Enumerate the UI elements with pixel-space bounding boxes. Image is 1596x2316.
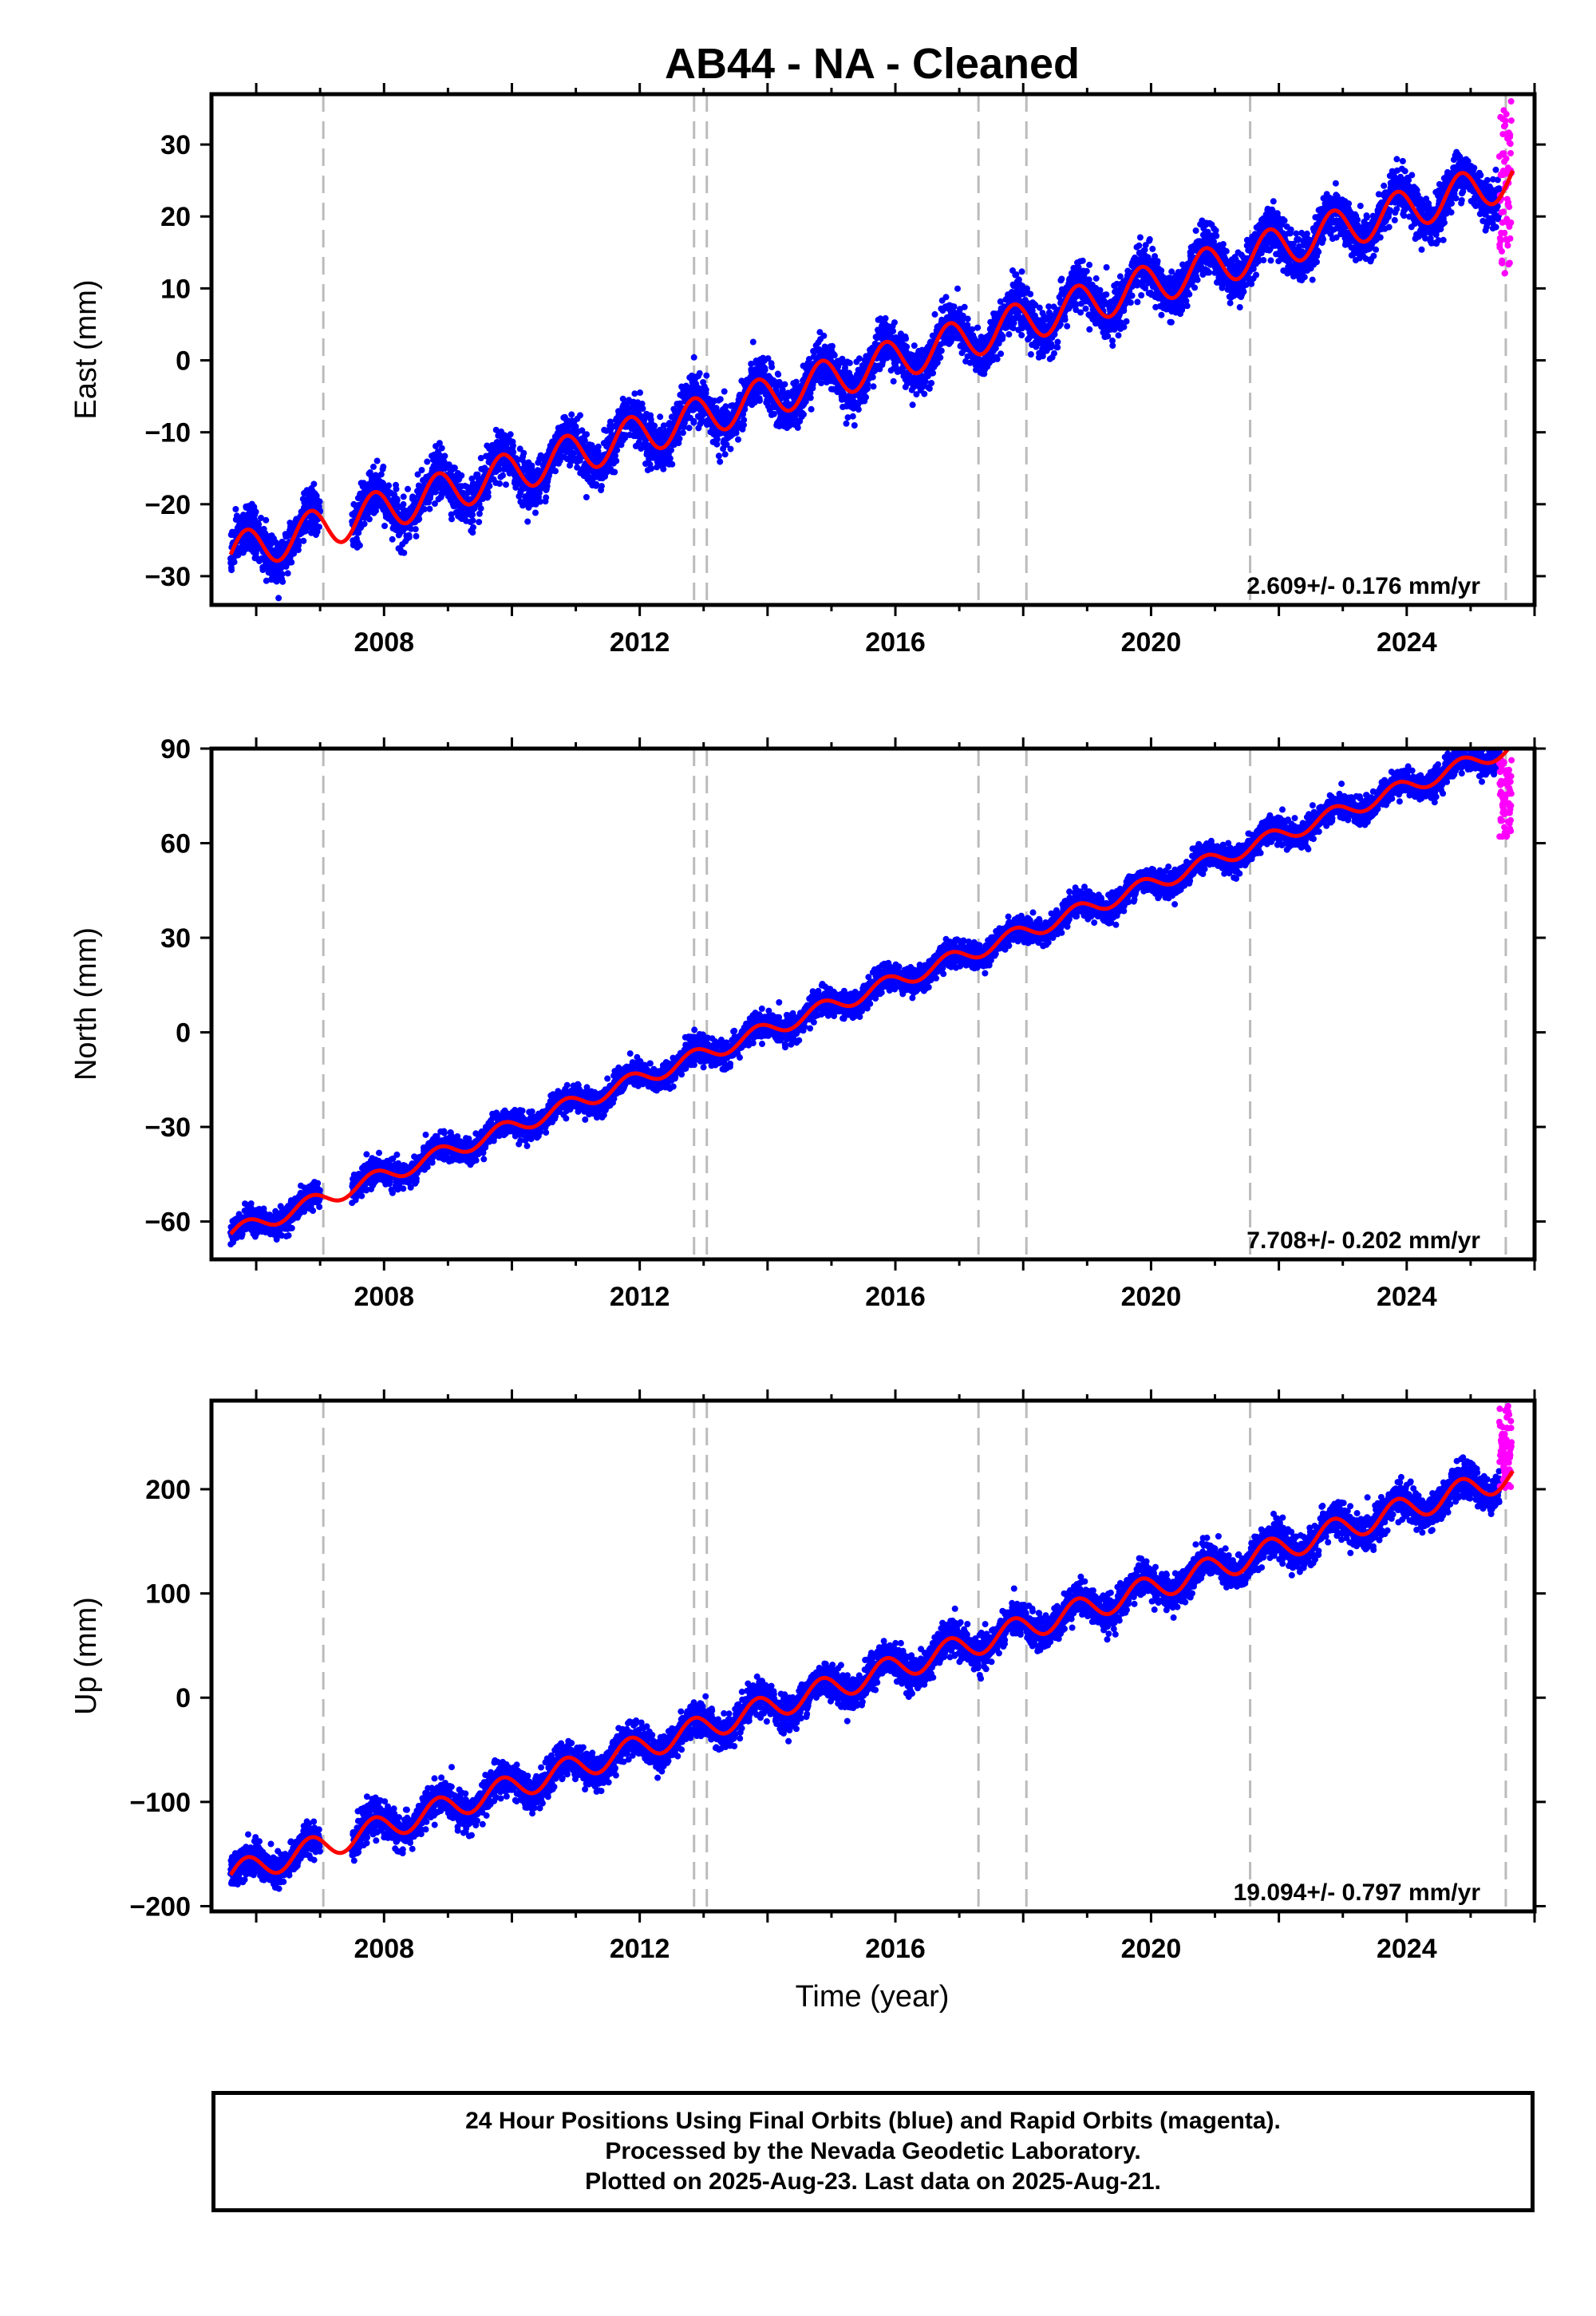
plot-area (227, 749, 1515, 1259)
panel-frame (209, 1398, 1537, 1914)
figure-title: AB44 - NA - Cleaned (665, 40, 1080, 88)
y-tick-label: −60 (144, 1207, 191, 1238)
y-tick-label: −30 (144, 1113, 191, 1143)
y-tick-label: 60 (160, 829, 191, 860)
x-tick-label: 2024 (1377, 627, 1437, 658)
final-orbit-dots (227, 749, 1503, 1248)
y-tick-label: 20 (160, 202, 191, 232)
up-panel: 2008 2012 2016 2020 2024 −200 −100 0 100 200 Up (m… (69, 1389, 1546, 1964)
y-tick-label: 0 (176, 346, 191, 377)
velocity-label: 19.094+/- 0.797 mm/yr (1234, 1879, 1481, 1906)
plot-area (227, 94, 1515, 605)
rapid-orbit-dots (1495, 757, 1515, 840)
y-axis-label: East (mm) (69, 279, 103, 419)
y-tick-label: 200 (145, 1475, 191, 1505)
x-tick-label: 2012 (610, 627, 670, 658)
x-tick-label: 2020 (1121, 1282, 1182, 1312)
y-tick-label: 0 (176, 1683, 191, 1713)
x-tick-label: 2008 (354, 1934, 414, 1964)
x-tick-label: 2012 (610, 1282, 670, 1312)
panel-frame (209, 746, 1537, 1262)
y-tick-label: 100 (145, 1579, 191, 1610)
y-tick-label: 0 (176, 1018, 191, 1049)
y-tick-label: 30 (160, 923, 191, 954)
x-tick-label: 2020 (1121, 1934, 1182, 1964)
y-axis-label: North (mm) (69, 927, 103, 1081)
y-tick-label: −200 (129, 1891, 191, 1922)
y-tick-label: −20 (144, 490, 191, 520)
model-fit-line (228, 1469, 1515, 1876)
caption-box: 24 Hour Positions Using Final Orbits (bl… (211, 2091, 1535, 2212)
final-orbit-points (227, 1454, 1503, 1892)
y-axis-label: Up (mm) (69, 1597, 103, 1715)
x-axis-label: Time (year) (796, 1980, 950, 2014)
x-tick-label: 2020 (1121, 627, 1182, 658)
model-fit-line (229, 749, 1511, 1236)
x-tick-label: 2024 (1377, 1934, 1437, 1964)
y-tick-label: −100 (129, 1788, 191, 1818)
x-tick-label: 2016 (865, 1934, 926, 1964)
caption-line-3: Plotted on 2025-Aug-23. Last data on 202… (585, 2168, 1161, 2195)
y-tick-label: 10 (160, 274, 191, 304)
x-tick-label: 2024 (1377, 1282, 1437, 1312)
caption-line-1: 24 Hour Positions Using Final Orbits (bl… (465, 2108, 1281, 2134)
final-orbit-dots (227, 1454, 1503, 1892)
x-tick-label: 2016 (865, 627, 926, 658)
final-orbit-points (227, 749, 1503, 1248)
velocity-label: 2.609+/- 0.176 mm/yr (1246, 573, 1480, 599)
east-panel: 2008 2012 2016 2020 2024 −30 −20 −10 0 10 20 30 East… (69, 83, 1546, 658)
x-tick-label: 2008 (354, 627, 414, 658)
y-tick-label: −30 (144, 562, 191, 592)
y-tick-label: 30 (160, 130, 191, 160)
model-fit-line (228, 169, 1515, 563)
y-tick-label: −10 (144, 418, 191, 449)
caption-line-2: Processed by the Nevada Geodetic Laborat… (605, 2138, 1141, 2164)
y-tick-label: 90 (160, 734, 191, 765)
x-tick-label: 2016 (865, 1282, 926, 1312)
plot-area (227, 1401, 1515, 1911)
north-panel: 2008 2012 2016 2020 2024 −60 −30 0 30 60 90 North (… (69, 734, 1546, 1312)
rapid-orbit-dots (1495, 1402, 1515, 1492)
panel-frame (209, 92, 1537, 607)
velocity-label: 7.708+/- 0.202 mm/yr (1246, 1227, 1480, 1254)
x-tick-label: 2008 (354, 1282, 414, 1312)
x-tick-label: 2012 (610, 1934, 670, 1964)
